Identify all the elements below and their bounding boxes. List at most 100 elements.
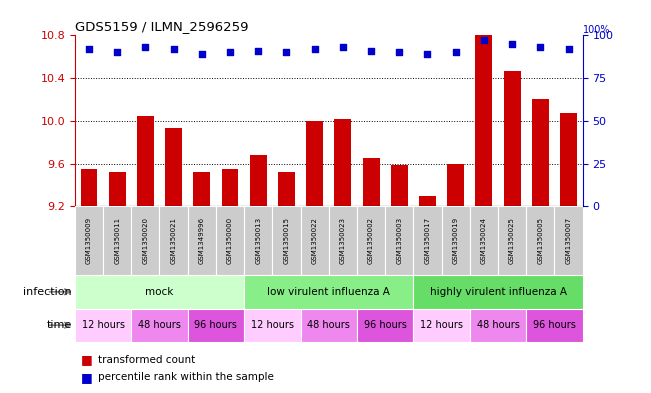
- Bar: [419, 196, 436, 206]
- Text: GSM1350002: GSM1350002: [368, 217, 374, 264]
- Bar: [363, 158, 380, 206]
- Point: [422, 51, 433, 57]
- Bar: [306, 121, 323, 206]
- Text: mock: mock: [145, 287, 174, 297]
- Point: [450, 49, 461, 55]
- Bar: [137, 116, 154, 206]
- Bar: [244, 275, 413, 309]
- Point: [225, 49, 235, 55]
- Text: GSM1350013: GSM1350013: [255, 217, 261, 264]
- Bar: [475, 35, 492, 206]
- Text: 96 hours: 96 hours: [533, 320, 576, 330]
- Bar: [441, 206, 470, 275]
- Bar: [216, 206, 244, 275]
- Bar: [447, 163, 464, 206]
- Point: [309, 46, 320, 52]
- Bar: [413, 275, 583, 309]
- Text: transformed count: transformed count: [98, 354, 195, 365]
- Text: GSM1350024: GSM1350024: [481, 217, 487, 264]
- Bar: [132, 309, 187, 342]
- Point: [338, 44, 348, 50]
- Text: infection: infection: [23, 287, 72, 297]
- Text: GSM1350019: GSM1350019: [452, 217, 459, 264]
- Bar: [244, 309, 301, 342]
- Bar: [526, 309, 583, 342]
- Text: 48 hours: 48 hours: [138, 320, 181, 330]
- Bar: [187, 206, 216, 275]
- Bar: [560, 113, 577, 206]
- Bar: [385, 206, 413, 275]
- Bar: [250, 155, 267, 206]
- Point: [197, 51, 207, 57]
- Bar: [329, 206, 357, 275]
- Bar: [165, 129, 182, 206]
- Bar: [301, 206, 329, 275]
- Text: GDS5159 / ILMN_2596259: GDS5159 / ILMN_2596259: [75, 20, 249, 33]
- Text: 48 hours: 48 hours: [477, 320, 519, 330]
- Bar: [301, 309, 357, 342]
- Point: [84, 46, 94, 52]
- Bar: [357, 206, 385, 275]
- Text: GSM1350017: GSM1350017: [424, 217, 430, 264]
- Text: 12 hours: 12 hours: [251, 320, 294, 330]
- Text: 12 hours: 12 hours: [81, 320, 124, 330]
- Point: [140, 44, 150, 50]
- Text: GSM1350003: GSM1350003: [396, 217, 402, 264]
- Point: [394, 49, 404, 55]
- Text: 12 hours: 12 hours: [420, 320, 463, 330]
- Bar: [103, 206, 132, 275]
- Bar: [391, 165, 408, 206]
- Text: GSM1350009: GSM1350009: [86, 217, 92, 264]
- Bar: [413, 206, 441, 275]
- Text: GSM1349996: GSM1349996: [199, 217, 205, 264]
- Bar: [413, 309, 470, 342]
- Text: GSM1350011: GSM1350011: [114, 217, 120, 264]
- Point: [478, 37, 489, 44]
- Text: 100%: 100%: [583, 26, 610, 35]
- Text: GSM1350005: GSM1350005: [537, 217, 544, 264]
- Bar: [357, 309, 413, 342]
- Point: [169, 46, 179, 52]
- Point: [507, 41, 518, 47]
- Text: 96 hours: 96 hours: [364, 320, 407, 330]
- Point: [535, 44, 546, 50]
- Text: GSM1350023: GSM1350023: [340, 217, 346, 264]
- Point: [281, 49, 292, 55]
- Bar: [75, 275, 244, 309]
- Bar: [470, 309, 526, 342]
- Bar: [278, 172, 295, 206]
- Text: GSM1350020: GSM1350020: [143, 217, 148, 264]
- Bar: [532, 99, 549, 206]
- Text: GSM1350007: GSM1350007: [566, 217, 572, 264]
- Bar: [81, 169, 98, 206]
- Text: ■: ■: [81, 353, 93, 366]
- Bar: [335, 119, 352, 206]
- Text: GSM1350015: GSM1350015: [283, 217, 290, 264]
- Text: 96 hours: 96 hours: [195, 320, 238, 330]
- Point: [112, 49, 122, 55]
- Bar: [159, 206, 187, 275]
- Bar: [75, 206, 103, 275]
- Text: GSM1350000: GSM1350000: [227, 217, 233, 264]
- Text: GSM1350025: GSM1350025: [509, 217, 515, 264]
- Text: 48 hours: 48 hours: [307, 320, 350, 330]
- Text: ■: ■: [81, 371, 93, 384]
- Point: [366, 48, 376, 54]
- Text: GSM1350021: GSM1350021: [171, 217, 176, 264]
- Bar: [109, 172, 126, 206]
- Text: percentile rank within the sample: percentile rank within the sample: [98, 372, 273, 382]
- Bar: [555, 206, 583, 275]
- Bar: [526, 206, 555, 275]
- Bar: [193, 172, 210, 206]
- Bar: [498, 206, 526, 275]
- Point: [563, 46, 574, 52]
- Bar: [504, 71, 521, 206]
- Bar: [75, 309, 132, 342]
- Text: time: time: [46, 320, 72, 330]
- Point: [253, 48, 264, 54]
- Bar: [244, 206, 272, 275]
- Text: GSM1350022: GSM1350022: [312, 217, 318, 264]
- Bar: [272, 206, 301, 275]
- Bar: [470, 206, 498, 275]
- Bar: [221, 169, 238, 206]
